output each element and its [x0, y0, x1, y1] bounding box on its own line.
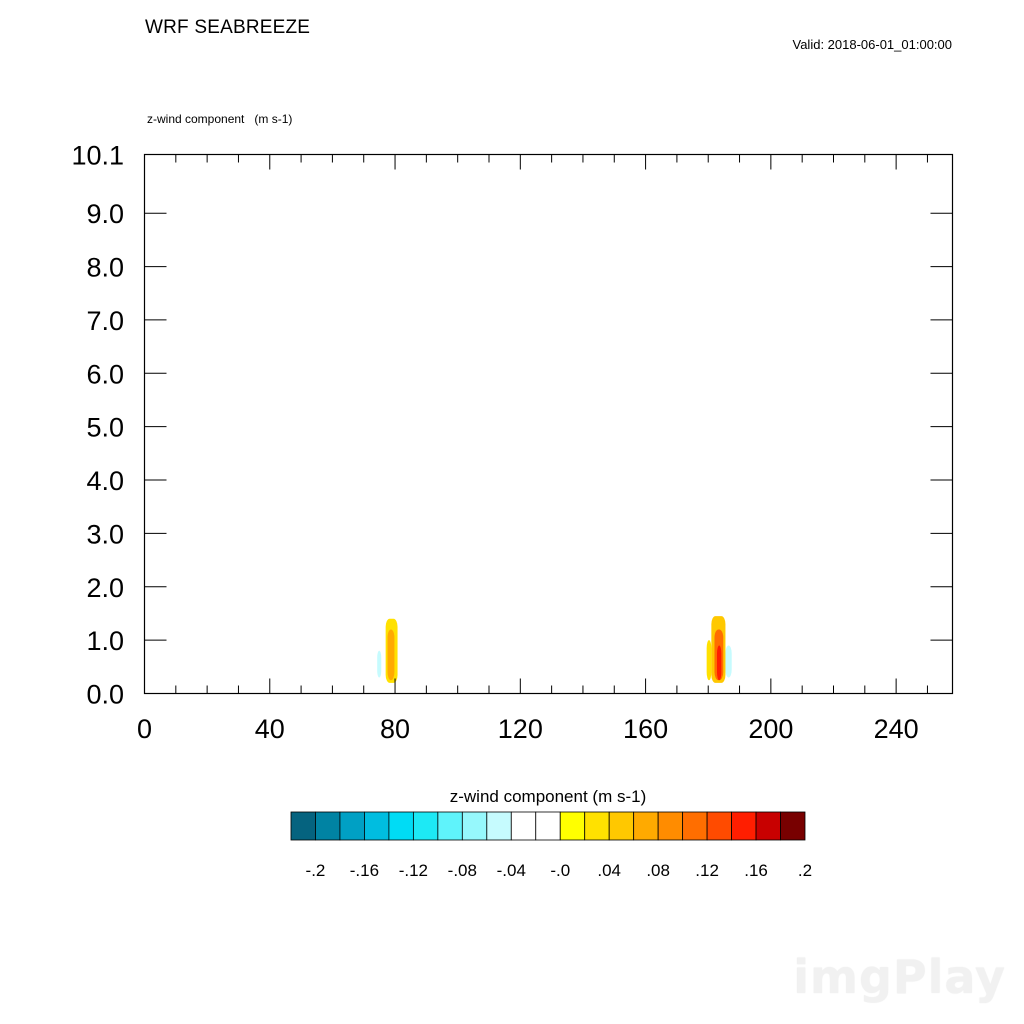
colorbar-label: .08	[646, 861, 670, 880]
colorbar-label: .16	[744, 861, 768, 880]
y-tick-label: 2.0	[86, 573, 124, 603]
colorbar-label: -.12	[399, 861, 428, 880]
colorbar-box	[535, 811, 561, 841]
y-tick-label: 9.0	[86, 199, 124, 229]
contour-region-0-1	[377, 650, 382, 678]
chart-title: WRF SEABREEZE	[145, 17, 311, 38]
colorbar-box	[290, 811, 316, 841]
y-tick-label: 8.0	[86, 253, 124, 283]
colorbar-box	[755, 811, 781, 841]
colorbar-box	[633, 811, 659, 841]
x-tick-label: 0	[137, 714, 152, 744]
colorbar-box	[412, 811, 439, 841]
colorbar-title: z-wind component (m s-1)	[450, 787, 647, 806]
colorbar	[290, 811, 806, 841]
contour-region-1-6	[716, 645, 722, 681]
colorbar-box	[437, 811, 463, 841]
colorbar-box	[486, 811, 512, 841]
plot-frame	[143, 153, 954, 695]
colorbar-label: -.08	[448, 861, 477, 880]
colorbar-box	[510, 811, 537, 841]
colorbar-box	[608, 811, 635, 841]
field-label: z-wind component (m s-1)	[147, 112, 293, 126]
watermark-logo: imgPlay	[793, 950, 1006, 1004]
colorbar-box	[780, 811, 806, 841]
x-tick-label: 240	[874, 714, 919, 744]
valid-time-label: Valid: 2018-06-01_01:00:00	[792, 37, 953, 52]
colorbar-box	[364, 811, 390, 841]
colorbar-label: .12	[695, 861, 719, 880]
y-tick-label: 7.0	[86, 306, 124, 336]
colorbar-box	[706, 811, 732, 841]
x-tick-label: 160	[623, 714, 668, 744]
x-tick-label: 120	[498, 714, 543, 744]
y-tick-label: 0.0	[86, 680, 124, 710]
colorbar-labels: -.2 -.16 -.12 -.08 -.04 -.0 .04 .08 .12 .16 .2	[306, 861, 813, 880]
y-axis: 0.0 1.0 2.0 3.0 4.0 5.0 6.0 7.0 8.0 9.0 10.1	[71, 141, 953, 710]
y-tick-label: 10.1	[71, 141, 124, 171]
colorbar-label: .04	[597, 861, 621, 880]
colorbar-label: -.2	[306, 861, 326, 880]
colorbar-box	[339, 811, 365, 841]
colorbar-label: -.04	[497, 861, 526, 880]
colorbar-box	[559, 811, 586, 841]
contour-region-1-3	[706, 640, 712, 681]
y-tick-label: 4.0	[86, 466, 124, 496]
colorbar-box	[682, 811, 708, 841]
colorbar-box	[315, 811, 341, 841]
x-tick-label: 80	[380, 714, 410, 744]
y-tick-label: 5.0	[86, 413, 124, 443]
contour-region-0-3	[387, 629, 395, 681]
y-tick-label: 1.0	[86, 626, 124, 656]
colorbar-label: -.16	[350, 861, 379, 880]
colorbar-label: -.0	[550, 861, 570, 880]
contour-region-1-2	[725, 645, 732, 678]
x-axis: 0 40 80 120 160 200 240	[137, 154, 928, 744]
colorbar-label: .2	[798, 861, 812, 880]
y-tick-label: 3.0	[86, 519, 124, 549]
colorbar-box	[461, 811, 488, 841]
y-tick-label: 6.0	[86, 359, 124, 389]
colorbar-box	[657, 811, 684, 841]
x-tick-label: 200	[748, 714, 793, 744]
colorbar-box	[731, 811, 757, 841]
x-tick-label: 40	[255, 714, 285, 744]
colorbar-box	[388, 811, 414, 841]
contour-layer	[374, 560, 735, 683]
colorbar-box	[584, 811, 610, 841]
